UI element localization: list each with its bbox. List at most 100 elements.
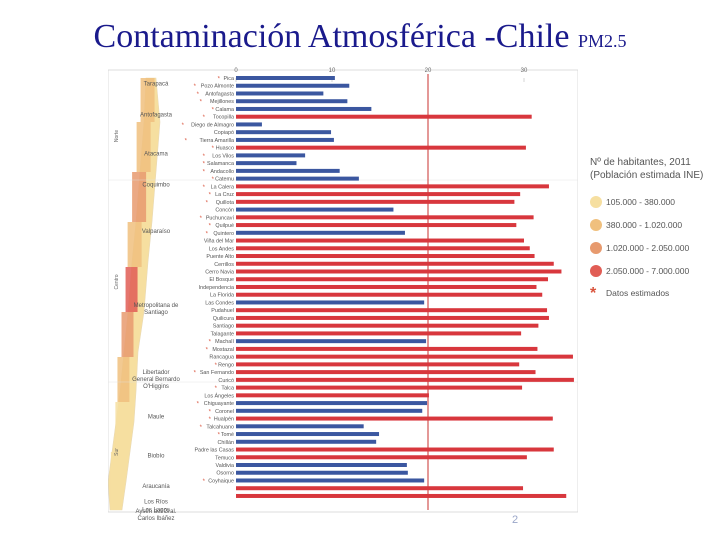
region-label: Aysén del Gral. xyxy=(136,509,177,515)
estimated-star-icon: * xyxy=(185,138,188,144)
city-label: Tierra Amarilla xyxy=(199,138,234,144)
city-label: Tomé xyxy=(221,432,234,438)
bar xyxy=(236,486,524,491)
bar xyxy=(236,323,539,328)
legend-item: 1.020.000 - 2.050.000 xyxy=(590,242,720,256)
region-label: Libertador xyxy=(142,370,169,376)
legend-item: 380.000 - 1.020.000 xyxy=(590,219,720,233)
estimated-star-icon: * xyxy=(182,123,185,129)
city-label: Puchuncaví xyxy=(206,215,235,221)
city-label: La Calera xyxy=(211,184,234,190)
estimated-star-icon: * xyxy=(200,425,203,431)
city-label: Puente Alto xyxy=(206,254,234,260)
city-label: Los Ángeles xyxy=(204,392,234,399)
chile-map xyxy=(108,77,161,511)
pm25-bar-chart: 010203040 NorteCentroSurTarapacáAntofaga… xyxy=(108,68,578,522)
estimated-star-icon: * xyxy=(218,433,221,439)
bar xyxy=(236,91,324,96)
estimated-star-icon: * xyxy=(215,363,218,369)
region-label: Antofagasta xyxy=(140,113,173,119)
bar xyxy=(236,199,515,204)
bar xyxy=(236,331,522,336)
city-label: San Fernando xyxy=(200,370,234,376)
city-label: Mejillones xyxy=(210,99,234,105)
estimated-star-icon: * xyxy=(194,371,197,377)
bar xyxy=(236,130,332,135)
city-label: Los Andes xyxy=(209,246,234,252)
legend-item: 2.050.000 - 7.000.000 xyxy=(590,265,720,279)
region-label: Los Lagos xyxy=(142,507,170,513)
estimated-star-icon: * xyxy=(203,479,206,485)
city-label: Concón xyxy=(215,208,234,214)
estimated-star-icon: * xyxy=(209,224,212,230)
bar xyxy=(236,168,340,173)
bar xyxy=(236,432,380,437)
city-label: Hualpén xyxy=(214,417,234,423)
map-region xyxy=(121,312,134,357)
bar xyxy=(236,238,524,243)
city-label: Quintero xyxy=(213,231,234,237)
region-label: Biobío xyxy=(147,453,165,459)
city-label: Coyhaique xyxy=(208,478,234,484)
estimated-star-icon: * xyxy=(215,386,218,392)
bar xyxy=(236,354,573,359)
legend-star-label: Datos estimados xyxy=(606,288,670,298)
bar xyxy=(236,478,425,483)
estimated-star-icon: * xyxy=(206,347,209,353)
region-label: Coquimbo xyxy=(142,182,170,188)
bar xyxy=(236,439,377,444)
bar xyxy=(236,493,567,498)
bar xyxy=(236,408,423,413)
city-label: Santiago xyxy=(213,324,234,330)
city-label: Machalí xyxy=(215,339,234,345)
city-label: Coronel xyxy=(215,409,234,415)
legend-swatch xyxy=(590,196,602,208)
region-label: Los Ríos xyxy=(144,500,168,506)
region-label: Valparaíso xyxy=(142,229,171,235)
legend-swatch xyxy=(590,219,602,231)
bar xyxy=(236,393,429,398)
city-label: Tocopilla xyxy=(213,115,234,121)
city-label: Rengo xyxy=(218,362,234,368)
x-tick-label: 20 xyxy=(425,68,432,74)
bar xyxy=(236,184,549,189)
city-label: Quilpué xyxy=(215,223,234,229)
estimated-star-icon: * xyxy=(212,177,215,183)
city-label: Osorno xyxy=(216,471,234,477)
city-label: Los Vilos xyxy=(212,153,234,159)
bar xyxy=(236,246,530,251)
legend-item-label: 2.050.000 - 7.000.000 xyxy=(606,266,690,276)
bar xyxy=(236,230,405,235)
legend-item: 105.000 - 380.000 xyxy=(590,196,720,210)
chart-bars xyxy=(236,76,574,498)
map-region xyxy=(140,78,155,122)
bar xyxy=(236,106,372,111)
city-label: Curicó xyxy=(218,378,234,384)
city-label: Pudahuel xyxy=(211,308,234,314)
map-region xyxy=(117,357,130,402)
city-label: Cerrillos xyxy=(214,262,234,268)
city-label: Antofagasta xyxy=(205,91,234,97)
city-label: Chiguayante xyxy=(204,401,234,407)
bar xyxy=(236,161,297,166)
bar xyxy=(236,223,517,228)
bar xyxy=(236,362,520,367)
chart-labels: Norte Centro Sur Tarapacá Antofagasta Atacama… xyxy=(114,76,234,522)
estimated-star-icon: * xyxy=(203,162,206,168)
legend-swatch xyxy=(590,265,602,277)
city-label: La Florida xyxy=(210,293,234,299)
city-label: Calama xyxy=(215,107,234,113)
bar xyxy=(236,455,527,460)
bar xyxy=(236,401,428,406)
city-label: Quillota xyxy=(216,200,234,206)
map-region xyxy=(125,267,138,312)
estimated-star-icon: * xyxy=(197,402,200,408)
estimated-star-icon: * xyxy=(200,216,203,222)
bar xyxy=(236,424,364,429)
city-label: Diego de Almagro xyxy=(191,122,234,128)
city-label: Padre las Casas xyxy=(194,448,234,454)
legend-item-label: 105.000 - 380.000 xyxy=(606,197,676,207)
region-label: O'Higgins xyxy=(143,384,169,390)
estimated-star-icon: * xyxy=(200,100,203,106)
region-label: Santiago xyxy=(144,310,168,316)
